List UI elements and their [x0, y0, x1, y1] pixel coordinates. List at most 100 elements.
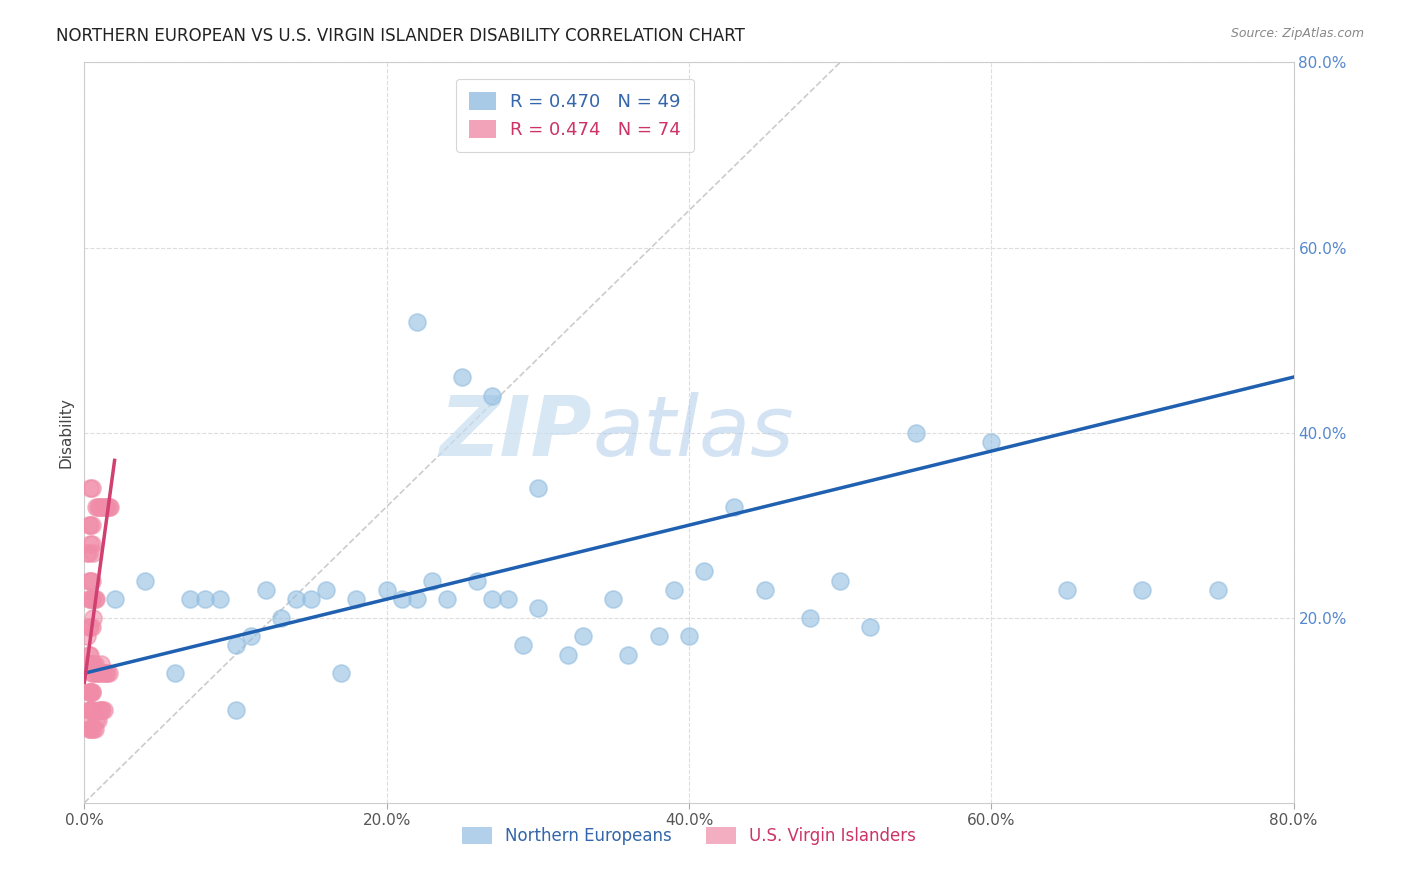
Northern Europeans: [179, 592, 201, 607]
U.S. Virgin Islanders: [89, 666, 111, 681]
U.S. Virgin Islanders: [86, 666, 108, 681]
U.S. Virgin Islanders: [79, 592, 101, 607]
Northern Europeans: [315, 582, 337, 597]
U.S. Virgin Islanders: [86, 500, 108, 514]
Northern Europeans: [225, 639, 247, 653]
U.S. Virgin Islanders: [89, 500, 111, 514]
Northern Europeans: [239, 629, 262, 643]
U.S. Virgin Islanders: [80, 481, 103, 495]
Northern Europeans: [527, 601, 550, 615]
U.S. Virgin Islanders: [80, 657, 103, 671]
U.S. Virgin Islanders: [97, 500, 120, 514]
U.S. Virgin Islanders: [82, 703, 104, 717]
U.S. Virgin Islanders: [80, 722, 103, 736]
U.S. Virgin Islanders: [79, 685, 101, 699]
U.S. Virgin Islanders: [80, 574, 103, 588]
U.S. Virgin Islanders: [79, 657, 101, 671]
U.S. Virgin Islanders: [77, 685, 100, 699]
U.S. Virgin Islanders: [76, 657, 98, 671]
Northern Europeans: [602, 592, 624, 607]
Northern Europeans: [299, 592, 322, 607]
U.S. Virgin Islanders: [79, 536, 101, 550]
U.S. Virgin Islanders: [93, 703, 115, 717]
Northern Europeans: [406, 314, 429, 328]
U.S. Virgin Islanders: [93, 500, 115, 514]
U.S. Virgin Islanders: [79, 685, 101, 699]
U.S. Virgin Islanders: [80, 666, 103, 681]
Northern Europeans: [254, 582, 277, 597]
U.S. Virgin Islanders: [90, 703, 112, 717]
Northern Europeans: [436, 592, 458, 607]
U.S. Virgin Islanders: [77, 546, 100, 560]
Text: atlas: atlas: [592, 392, 794, 473]
U.S. Virgin Islanders: [82, 546, 104, 560]
U.S. Virgin Islanders: [80, 518, 103, 533]
U.S. Virgin Islanders: [90, 657, 112, 671]
U.S. Virgin Islanders: [82, 666, 104, 681]
Northern Europeans: [420, 574, 443, 588]
U.S. Virgin Islanders: [96, 666, 118, 681]
U.S. Virgin Islanders: [80, 592, 103, 607]
Northern Europeans: [1206, 582, 1229, 597]
U.S. Virgin Islanders: [94, 500, 117, 514]
U.S. Virgin Islanders: [79, 574, 101, 588]
U.S. Virgin Islanders: [77, 648, 100, 662]
U.S. Virgin Islanders: [80, 685, 103, 699]
U.S. Virgin Islanders: [82, 722, 104, 736]
Northern Europeans: [512, 639, 534, 653]
U.S. Virgin Islanders: [79, 703, 101, 717]
Northern Europeans: [754, 582, 776, 597]
U.S. Virgin Islanders: [89, 703, 111, 717]
Northern Europeans: [557, 648, 579, 662]
Legend: Northern Europeans, U.S. Virgin Islanders: Northern Europeans, U.S. Virgin Islander…: [454, 819, 924, 854]
Y-axis label: Disability: Disability: [58, 397, 73, 468]
U.S. Virgin Islanders: [76, 546, 98, 560]
U.S. Virgin Islanders: [96, 500, 118, 514]
Northern Europeans: [678, 629, 700, 643]
Text: NORTHERN EUROPEAN VS U.S. VIRGIN ISLANDER DISABILITY CORRELATION CHART: NORTHERN EUROPEAN VS U.S. VIRGIN ISLANDE…: [56, 27, 745, 45]
U.S. Virgin Islanders: [90, 500, 112, 514]
U.S. Virgin Islanders: [79, 722, 101, 736]
U.S. Virgin Islanders: [94, 666, 117, 681]
Northern Europeans: [904, 425, 927, 440]
Northern Europeans: [572, 629, 595, 643]
Northern Europeans: [648, 629, 671, 643]
U.S. Virgin Islanders: [79, 620, 101, 634]
Northern Europeans: [527, 481, 550, 495]
U.S. Virgin Islanders: [84, 592, 107, 607]
Northern Europeans: [830, 574, 852, 588]
Northern Europeans: [481, 592, 503, 607]
U.S. Virgin Islanders: [77, 592, 100, 607]
U.S. Virgin Islanders: [77, 657, 100, 671]
Northern Europeans: [330, 666, 353, 681]
Northern Europeans: [451, 370, 474, 384]
U.S. Virgin Islanders: [79, 481, 101, 495]
U.S. Virgin Islanders: [80, 703, 103, 717]
U.S. Virgin Islanders: [79, 648, 101, 662]
U.S. Virgin Islanders: [80, 536, 103, 550]
Northern Europeans: [1056, 582, 1078, 597]
Northern Europeans: [270, 610, 292, 624]
U.S. Virgin Islanders: [76, 629, 98, 643]
Northern Europeans: [285, 592, 308, 607]
U.S. Virgin Islanders: [79, 518, 101, 533]
U.S. Virgin Islanders: [80, 685, 103, 699]
Northern Europeans: [391, 592, 413, 607]
Northern Europeans: [134, 574, 156, 588]
U.S. Virgin Islanders: [87, 666, 110, 681]
U.S. Virgin Islanders: [84, 722, 107, 736]
U.S. Virgin Islanders: [84, 657, 107, 671]
U.S. Virgin Islanders: [82, 657, 104, 671]
Northern Europeans: [80, 657, 103, 671]
Northern Europeans: [980, 434, 1002, 449]
Northern Europeans: [496, 592, 519, 607]
U.S. Virgin Islanders: [77, 518, 100, 533]
Northern Europeans: [859, 620, 882, 634]
Northern Europeans: [209, 592, 232, 607]
U.S. Virgin Islanders: [79, 713, 101, 727]
U.S. Virgin Islanders: [97, 666, 120, 681]
Northern Europeans: [723, 500, 745, 514]
Northern Europeans: [481, 388, 503, 402]
Northern Europeans: [225, 703, 247, 717]
U.S. Virgin Islanders: [77, 722, 100, 736]
